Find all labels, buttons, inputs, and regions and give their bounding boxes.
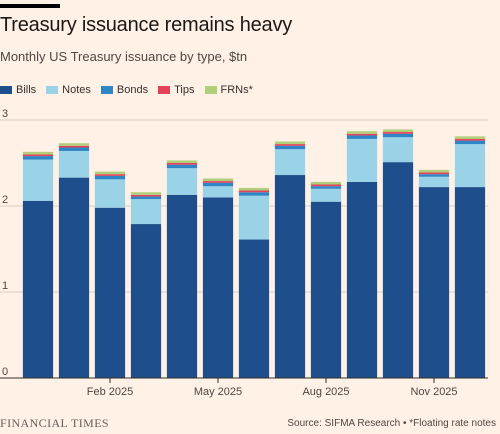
bar-segment-frns [346, 131, 378, 134]
bar-segment-bills [22, 200, 54, 378]
bar-segment-bonds [94, 175, 126, 180]
y-tick-label: 1 [2, 280, 8, 292]
legend-label-bonds: Bonds [116, 84, 149, 96]
legend-swatch-frns [204, 86, 217, 94]
legend: Bills Notes Bonds Tips FRNs* [0, 84, 253, 96]
legend-swatch-tips [158, 86, 171, 94]
bar-segment-notes [166, 168, 198, 195]
bar-segment-frns [418, 169, 450, 173]
bar-segment-frns [202, 178, 234, 182]
bar-segment-bills [238, 239, 270, 378]
legend-item-frns: FRNs* [204, 84, 253, 96]
legend-item-bonds: Bonds [100, 84, 149, 96]
bar-segment-notes [58, 150, 90, 178]
chart-subtitle: Monthly US Treasury issuance by type, $t… [0, 49, 248, 64]
bar-segment-bonds [310, 186, 342, 189]
legend-item-tips: Tips [158, 84, 195, 96]
bar-segment-tips [382, 132, 414, 134]
x-tick-label: Aug 2025 [302, 386, 349, 398]
bar-segment-frns [382, 129, 414, 133]
bar-segment-frns [58, 143, 90, 146]
bar-segment-frns [454, 136, 486, 139]
bar-segment-bills [274, 175, 306, 378]
bar-segment-notes [346, 138, 378, 182]
bar-segment-notes [202, 186, 234, 198]
bar-segment-bonds [454, 140, 486, 145]
legend-label-frns: FRNs* [220, 84, 253, 96]
bar-segment-tips [130, 194, 162, 197]
bar-segment-bills [382, 162, 414, 378]
legend-label-tips: Tips [174, 84, 195, 96]
source-note: Source: SIFMA Research • *Floating rate … [287, 418, 496, 429]
legend-item-bills: Bills [0, 84, 36, 96]
bar-segment-tips [22, 154, 54, 157]
bar-segment-notes [130, 199, 162, 225]
legend-label-notes: Notes [62, 84, 91, 96]
y-tick-label: 2 [2, 194, 8, 206]
bar-segment-bills [94, 207, 126, 378]
bar-segment-tips [58, 145, 90, 148]
bar-segment-frns [94, 171, 126, 175]
bar-segment-bonds [202, 182, 234, 187]
bar-segment-bills [166, 194, 198, 378]
bar-segment-tips [166, 163, 198, 165]
bar-segment-frns [274, 141, 306, 145]
ft-brand: FINANCIAL TIMES [0, 416, 110, 430]
bar-segment-tips [238, 190, 270, 193]
bar-segment-tips [310, 184, 342, 187]
legend-swatch-bills [0, 86, 12, 94]
bar-segment-notes [382, 137, 414, 163]
bar-segment-bonds [274, 145, 306, 150]
bar-segment-notes [94, 179, 126, 208]
bar-segment-bonds [418, 174, 450, 177]
bar-segment-bills [58, 177, 90, 378]
bar-segment-frns [238, 187, 270, 191]
bar-segment-frns [166, 160, 198, 163]
bar-segment-bonds [238, 192, 270, 196]
legend-swatch-bonds [100, 86, 113, 94]
bar-segment-tips [418, 172, 450, 175]
bar-segment-tips [94, 174, 126, 176]
bar-segment-frns [310, 181, 342, 185]
bar-segment-bills [418, 187, 450, 378]
bar-segment-notes [22, 159, 54, 201]
bar-segment-bonds [382, 133, 414, 138]
bar-segment-bills [454, 187, 486, 378]
bar-segment-notes [454, 144, 486, 188]
legend-label-bills: Bills [16, 84, 37, 96]
x-tick-label: Nov 2025 [410, 386, 457, 398]
bar-segment-bonds [166, 164, 198, 169]
bar-segment-bonds [22, 156, 54, 160]
chart-title: Treasury issuance remains heavy [0, 14, 293, 36]
top-rule [0, 4, 60, 8]
bar-segment-bonds [346, 135, 378, 139]
bar-segment-notes [418, 176, 450, 188]
bar-segment-notes [274, 149, 306, 176]
bar-segment-bills [310, 201, 342, 378]
x-tick-label: Feb 2025 [87, 386, 133, 398]
bar-segment-bills [346, 181, 378, 378]
bar-segment-notes [310, 188, 342, 202]
bar-segment-bonds [58, 147, 90, 151]
bar-segment-bills [130, 224, 162, 378]
bar-segment-tips [202, 181, 234, 183]
legend-item-notes: Notes [46, 84, 91, 96]
y-tick-label: 0 [2, 366, 8, 378]
bar-segment-tips [346, 133, 378, 136]
stacked-bar-chart: 0 1 2 3 Feb 2025 May 2025 Aug 2025 Nov 2025 [0, 108, 488, 398]
y-tick-label: 3 [2, 108, 8, 120]
bar-segment-bonds [130, 196, 162, 200]
bar-segment-tips [274, 144, 306, 146]
bar-segment-tips [454, 138, 486, 141]
x-tick-label: May 2025 [194, 386, 242, 398]
bar-segment-notes [238, 195, 270, 240]
bar-segment-frns [22, 151, 54, 155]
legend-swatch-notes [46, 86, 59, 94]
bar-segment-bills [202, 197, 234, 378]
bar-segment-frns [130, 192, 162, 195]
